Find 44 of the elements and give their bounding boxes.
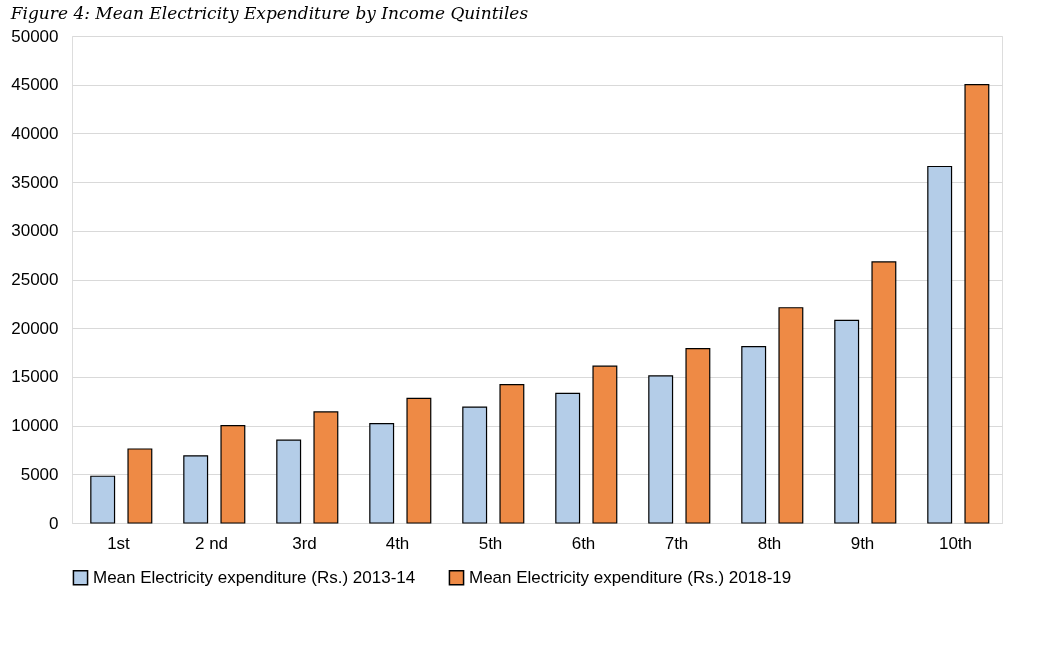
y-tick-label: 0 bbox=[49, 513, 59, 533]
bar bbox=[276, 439, 302, 524]
y-tick-label: 50000 bbox=[11, 26, 59, 46]
y-tick-label: 30000 bbox=[11, 221, 59, 241]
x-tick-label: 1st bbox=[107, 533, 131, 553]
bar bbox=[220, 425, 246, 524]
x-tick-label: 2 nd bbox=[194, 533, 229, 553]
x-tick-label: 8th bbox=[757, 533, 782, 553]
bar bbox=[927, 165, 953, 524]
y-tick-label: 15000 bbox=[11, 367, 59, 387]
bar bbox=[369, 423, 395, 524]
bar bbox=[90, 475, 116, 524]
x-tick-label: 5th bbox=[478, 533, 503, 553]
bar bbox=[648, 375, 674, 524]
bar bbox=[592, 365, 618, 524]
x-tick-label: 10th bbox=[938, 533, 973, 553]
legend-label: Mean Electricity expenditure (Rs.) 2013-14 bbox=[93, 567, 416, 587]
legend-label: Mean Electricity expenditure (Rs.) 2018-19 bbox=[469, 567, 792, 587]
bar bbox=[183, 455, 209, 524]
bar bbox=[685, 348, 711, 524]
bar bbox=[313, 411, 339, 524]
bar bbox=[406, 397, 432, 524]
x-tick-label: 4th bbox=[385, 533, 410, 553]
bar bbox=[555, 392, 581, 524]
chart-title: Figure 4: Mean Electricity Expenditure by Income Quintiles bbox=[9, 3, 529, 23]
y-tick-label: 25000 bbox=[11, 270, 59, 289]
y-tick-label: 45000 bbox=[11, 75, 59, 95]
x-tick-label: 9th bbox=[850, 533, 875, 553]
bar bbox=[834, 319, 860, 524]
bar bbox=[127, 448, 153, 524]
y-tick-label: 5000 bbox=[20, 464, 59, 484]
bar bbox=[741, 346, 767, 524]
bar bbox=[871, 261, 897, 524]
x-tick-label: 7th bbox=[664, 533, 689, 553]
y-tick-label: 35000 bbox=[11, 172, 59, 192]
x-tick-label: 6th bbox=[571, 533, 596, 553]
bar bbox=[964, 84, 990, 524]
bar bbox=[462, 406, 488, 524]
y-tick-label: 20000 bbox=[11, 318, 59, 338]
y-tick-label: 40000 bbox=[11, 123, 59, 143]
bar bbox=[778, 307, 804, 524]
x-tick-label: 3rd bbox=[292, 533, 317, 553]
bar bbox=[499, 384, 525, 524]
y-tick-label: 10000 bbox=[11, 416, 59, 436]
